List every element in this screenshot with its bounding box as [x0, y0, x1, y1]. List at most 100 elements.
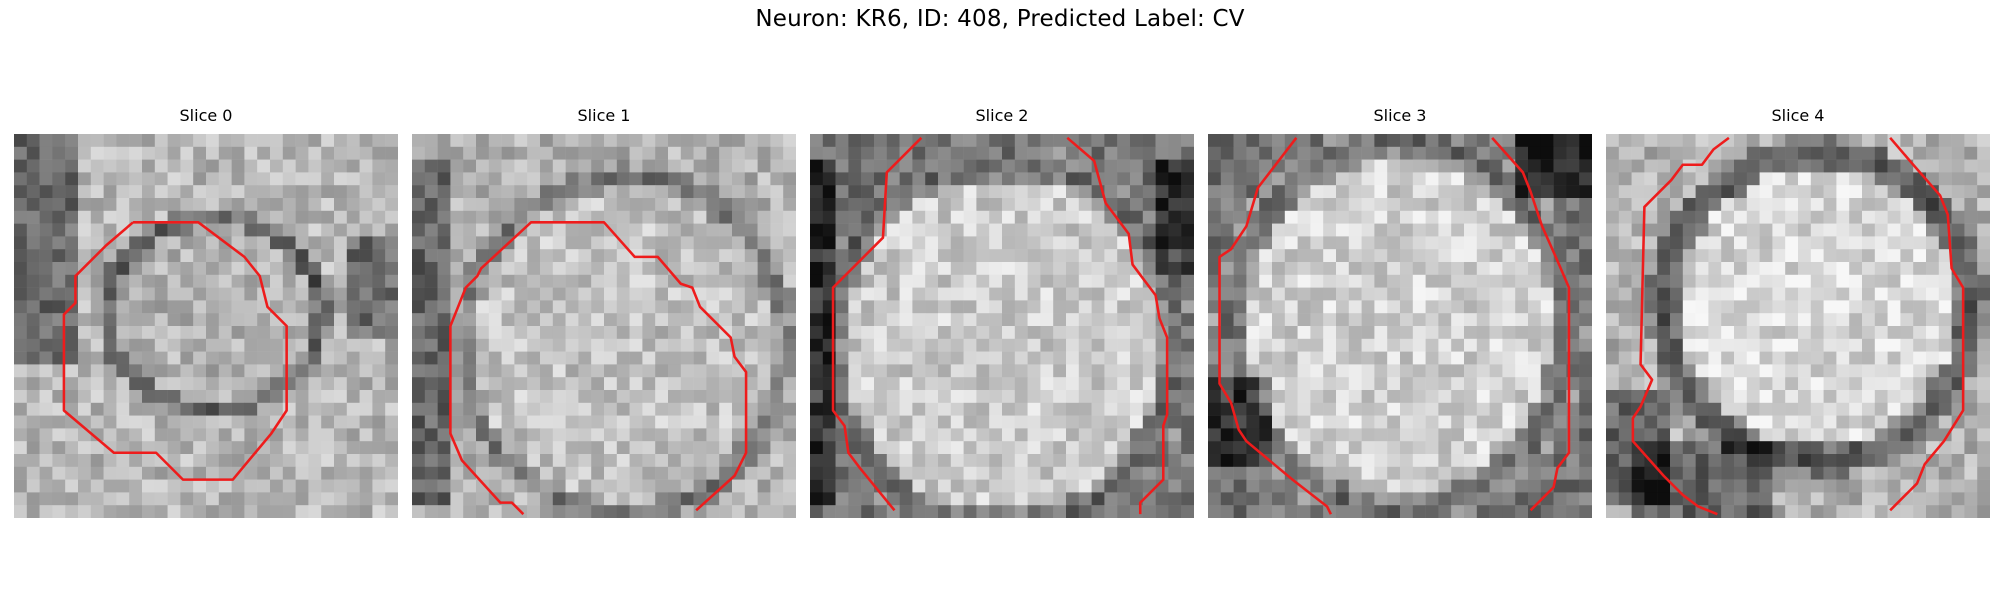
image-pixel: [1425, 441, 1439, 455]
image-pixel: [744, 402, 758, 416]
image-pixel: [244, 351, 258, 365]
image-pixel: [810, 326, 824, 340]
image-pixel: [783, 454, 796, 468]
image-pixel: [65, 338, 79, 352]
image-pixel: [231, 274, 245, 288]
image-pixel: [706, 492, 720, 506]
image-pixel: [1489, 441, 1503, 455]
image-pixel: [424, 274, 438, 288]
image-pixel: [385, 134, 398, 148]
image-pixel: [1323, 185, 1337, 199]
image-pixel: [1259, 300, 1273, 314]
image-pixel: [463, 185, 477, 199]
image-pixel: [39, 134, 53, 148]
image-pixel: [770, 198, 784, 212]
image-pixel: [14, 390, 28, 404]
image-pixel: [295, 492, 309, 506]
image-pixel: [668, 338, 682, 352]
image-pixel: [1657, 351, 1671, 365]
image-pixel: [1374, 338, 1388, 352]
image-pixel: [744, 198, 758, 212]
image-pixel: [1272, 326, 1286, 340]
image-pixel: [1104, 300, 1118, 314]
image-pixel: [346, 274, 360, 288]
image-pixel: [565, 364, 579, 378]
image-pixel: [668, 454, 682, 468]
image-pixel: [1566, 274, 1580, 288]
image-pixel: [770, 262, 784, 276]
image-pixel: [1117, 146, 1131, 160]
image-pixel: [1938, 300, 1952, 314]
image-pixel: [244, 210, 258, 224]
image-pixel: [1926, 274, 1940, 288]
image-pixel: [1926, 428, 1940, 442]
image-pixel: [167, 146, 181, 160]
image-pixel: [1708, 262, 1722, 276]
image-pixel: [604, 338, 618, 352]
image-pixel: [129, 415, 143, 429]
image-pixel: [1579, 326, 1592, 340]
image-pixel: [476, 351, 490, 365]
image-pixel: [835, 134, 849, 148]
image-pixel: [757, 300, 771, 314]
image-pixel: [1798, 377, 1812, 391]
image-pixel: [1977, 313, 1990, 327]
image-pixel: [1657, 249, 1671, 263]
image-pixel: [1400, 402, 1414, 416]
image-pixel: [744, 300, 758, 314]
image-pixel: [282, 505, 296, 518]
image-pixel: [514, 210, 528, 224]
image-pixel: [1297, 466, 1311, 480]
image-pixel: [1361, 466, 1375, 480]
image-pixel: [874, 326, 888, 340]
image-pixel: [1772, 287, 1786, 301]
image-pixel: [1862, 415, 1876, 429]
image-pixel: [950, 159, 964, 173]
image-pixel: [1759, 492, 1773, 506]
image-pixel: [103, 415, 117, 429]
image-pixel: [591, 479, 605, 493]
image-pixel: [1644, 351, 1658, 365]
image-pixel: [231, 364, 245, 378]
image-pixel: [1798, 198, 1812, 212]
image-pixel: [1117, 249, 1131, 263]
image-pixel: [1361, 210, 1375, 224]
image-pixel: [514, 198, 528, 212]
image-pixel: [1374, 351, 1388, 365]
image-pixel: [680, 134, 694, 148]
image-pixel: [899, 249, 913, 263]
image-pixel: [295, 428, 309, 442]
image-pixel: [1348, 454, 1362, 468]
image-pixel: [14, 159, 28, 173]
image-pixel: [1425, 505, 1439, 518]
image-pixel: [1451, 415, 1465, 429]
image-pixel: [1708, 313, 1722, 327]
image-pixel: [680, 185, 694, 199]
image-pixel: [1168, 300, 1182, 314]
image-pixel: [1823, 479, 1837, 493]
image-pixel: [116, 262, 130, 276]
image-pixel: [591, 326, 605, 340]
image-pixel: [1874, 441, 1888, 455]
image-pixel: [1323, 351, 1337, 365]
image-pixel: [1272, 262, 1286, 276]
image-pixel: [604, 492, 618, 506]
image-pixel: [231, 428, 245, 442]
image-pixel: [1798, 492, 1812, 506]
image-pixel: [1117, 287, 1131, 301]
image-pixel: [1014, 134, 1028, 148]
image-pixel: [835, 377, 849, 391]
image-pixel: [629, 454, 643, 468]
image-pixel: [218, 390, 232, 404]
image-pixel: [1631, 223, 1645, 237]
image-pixel: [142, 159, 156, 173]
image-pixel: [1759, 415, 1773, 429]
image-pixel: [116, 146, 130, 160]
image-pixel: [1579, 402, 1592, 416]
image-pixel: [154, 185, 168, 199]
image-pixel: [1040, 159, 1054, 173]
image-pixel: [1964, 210, 1978, 224]
image-pixel: [1310, 390, 1324, 404]
image-pixel: [218, 313, 232, 327]
image-pixel: [925, 313, 939, 327]
